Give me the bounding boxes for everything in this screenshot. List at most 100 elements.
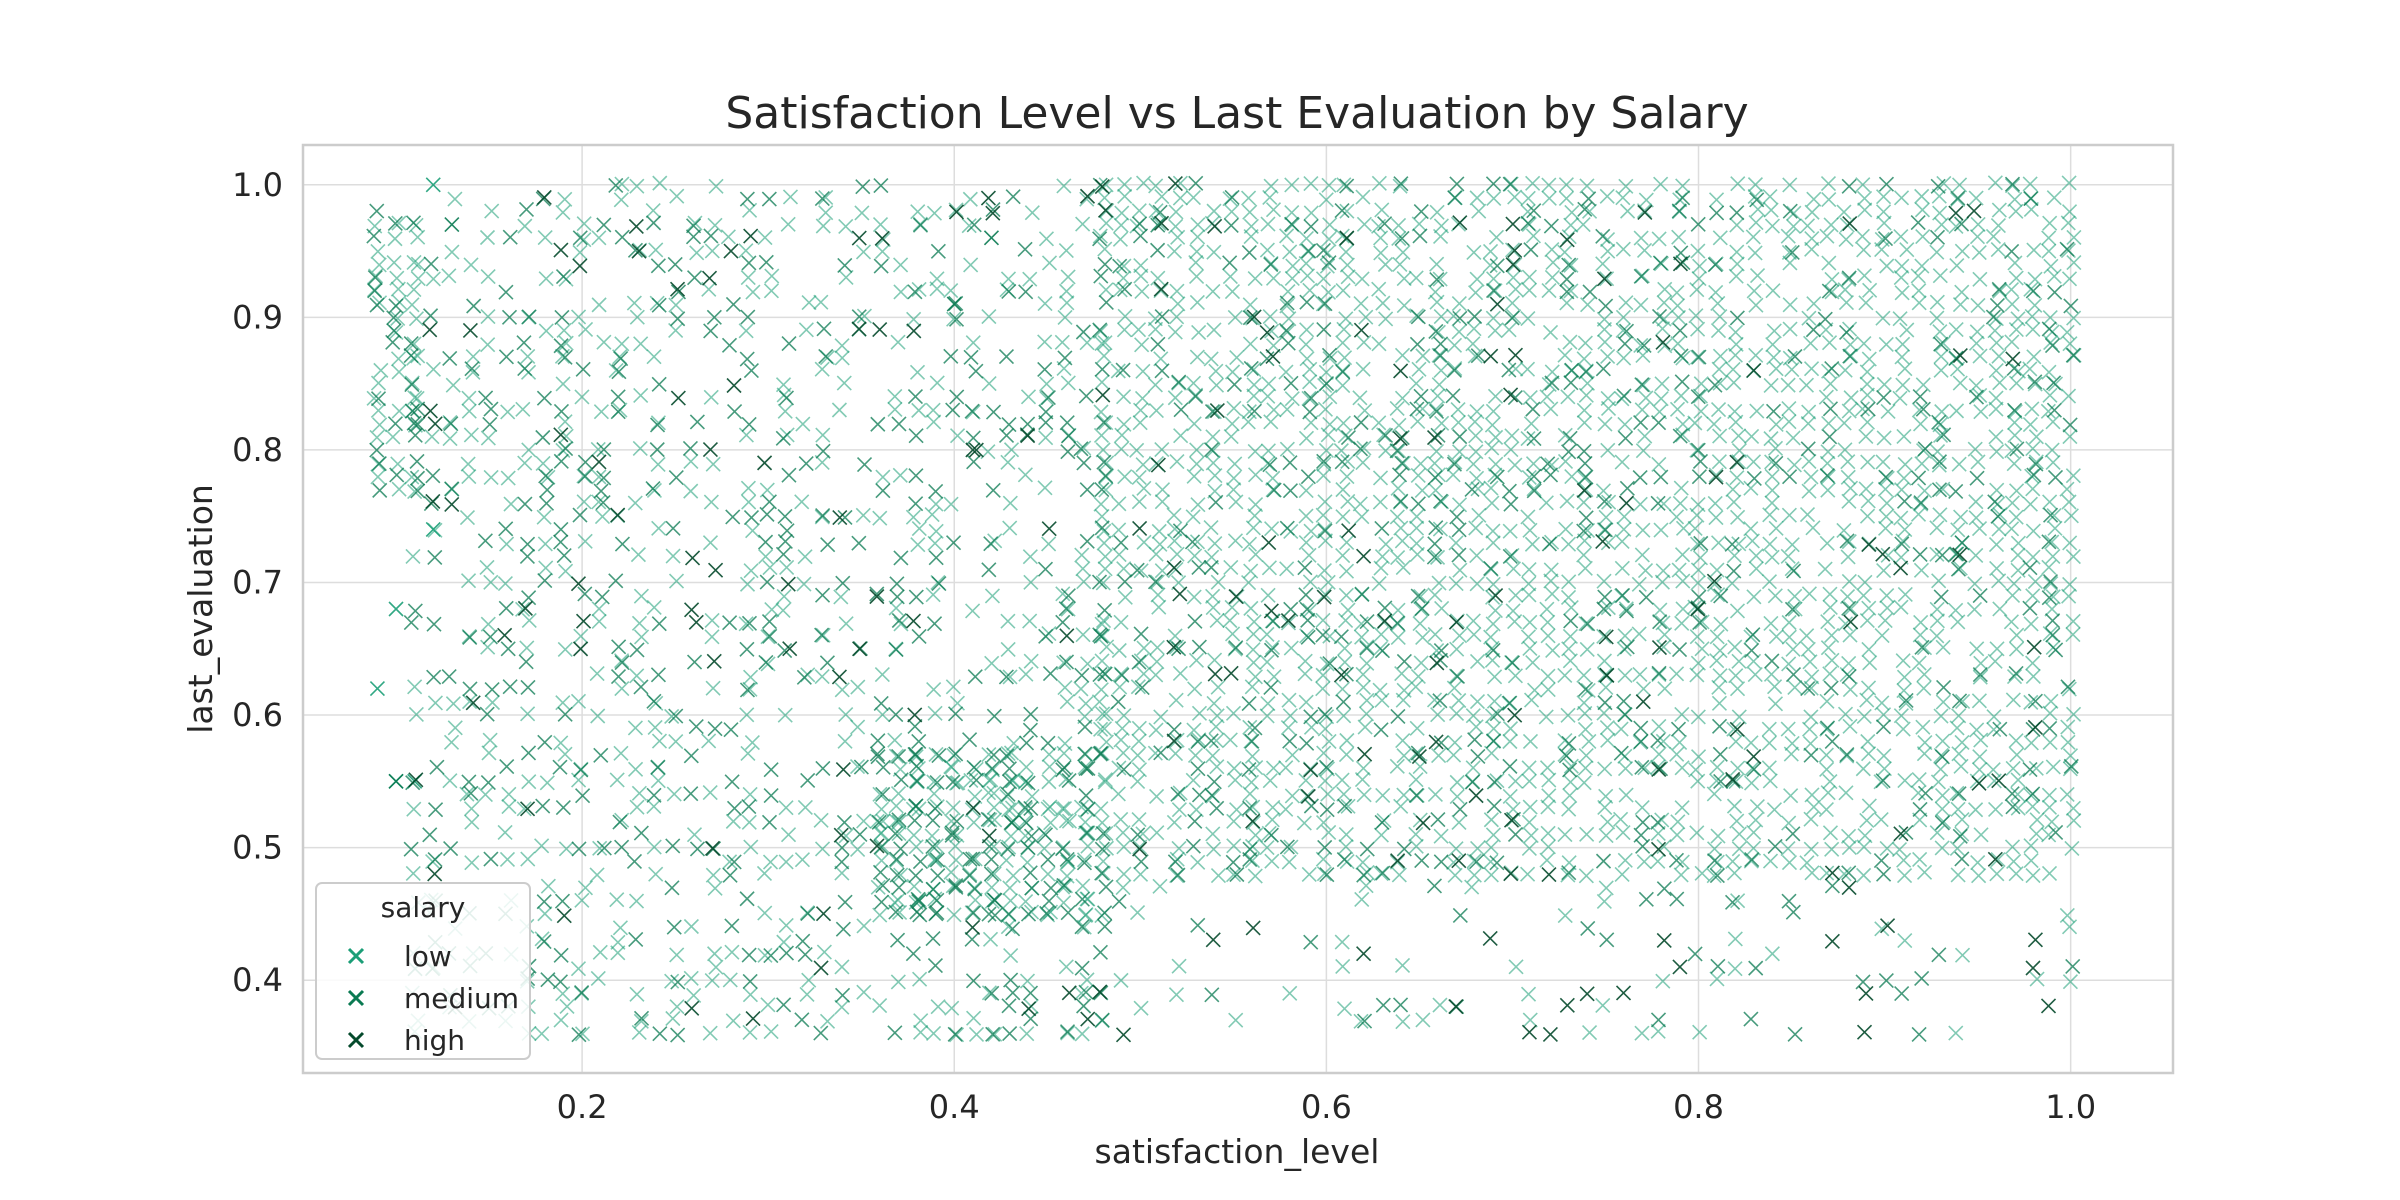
point-low <box>534 1026 550 1042</box>
point-medium <box>1017 241 1033 257</box>
point-medium <box>1170 786 1186 802</box>
point-low <box>1248 467 1264 483</box>
point-medium <box>1725 773 1741 789</box>
point-low <box>1205 826 1221 842</box>
point-low <box>873 801 890 817</box>
point-low <box>1057 735 1073 752</box>
point-low <box>1372 470 1389 486</box>
point-medium <box>483 401 499 417</box>
point-low <box>927 535 943 551</box>
point-medium <box>1354 586 1370 603</box>
point-low <box>593 404 609 420</box>
point-medium <box>873 695 889 711</box>
point-low <box>1466 627 1482 643</box>
point-medium <box>686 654 703 670</box>
point-medium <box>1578 364 1594 380</box>
point-low <box>1541 788 1557 804</box>
point-low <box>927 853 943 869</box>
point-high <box>1952 547 1968 563</box>
point-low <box>2041 865 2058 882</box>
point-low <box>2040 403 2056 419</box>
point-low <box>1222 612 1238 629</box>
point-low <box>1992 601 2008 617</box>
point-medium <box>517 496 533 512</box>
point-low <box>1521 561 1537 578</box>
point-medium <box>908 798 924 814</box>
point-low <box>410 256 426 272</box>
point-low <box>1206 652 1223 668</box>
point-low <box>1520 204 1536 220</box>
point-high <box>968 442 984 458</box>
point-low <box>1522 733 1539 750</box>
point-low <box>1781 414 1797 430</box>
point-low <box>1283 640 1299 656</box>
point-low <box>1598 828 1614 844</box>
point-low <box>987 533 1003 549</box>
point-low <box>1520 986 1537 1002</box>
point-low <box>1248 546 1264 563</box>
point-low <box>1208 733 1224 749</box>
point-low <box>1284 747 1300 763</box>
point-low <box>1747 667 1763 683</box>
point-medium <box>1319 867 1335 883</box>
point-low <box>819 1013 836 1029</box>
point-low <box>2025 440 2041 457</box>
point-low <box>705 867 721 883</box>
point-low <box>1839 748 1855 764</box>
point-medium <box>1080 760 1096 777</box>
point-medium <box>999 748 1015 764</box>
point-low <box>1783 788 1799 804</box>
point-low <box>798 322 814 338</box>
point-low <box>1264 812 1280 828</box>
point-low <box>1878 336 1894 352</box>
point-medium <box>1505 811 1522 827</box>
point-medium <box>873 258 889 274</box>
point-low <box>1352 390 1368 406</box>
point-low <box>1526 481 1542 497</box>
point-high <box>1706 573 1722 589</box>
x-tick-label: 0.4 <box>929 1088 980 1126</box>
point-low <box>2023 853 2039 869</box>
point-medium <box>1318 376 1335 392</box>
point-low <box>1355 666 1371 683</box>
point-medium <box>1429 271 1445 288</box>
point-low <box>1557 347 1573 363</box>
point-medium <box>815 760 831 776</box>
point-medium <box>2065 958 2081 974</box>
point-low <box>425 521 441 538</box>
point-low <box>1483 480 1499 496</box>
point-low <box>1226 813 1242 829</box>
point-low <box>1860 493 1876 509</box>
point-low <box>2008 509 2024 525</box>
point-low <box>1748 548 1764 564</box>
point-medium <box>1991 281 2007 297</box>
point-low <box>1298 534 1314 551</box>
point-medium <box>1223 217 1239 234</box>
point-low <box>665 1010 681 1027</box>
point-low <box>1057 309 1073 326</box>
point-low <box>1358 706 1375 722</box>
point-low <box>521 442 537 458</box>
point-medium <box>1561 865 1577 881</box>
point-low <box>1580 682 1596 699</box>
point-low <box>2007 255 2023 271</box>
point-low <box>1638 390 1654 406</box>
point-low <box>1985 762 2001 778</box>
point-low <box>1054 334 1070 350</box>
point-low <box>1600 442 1616 458</box>
point-medium <box>1432 693 1448 709</box>
point-medium <box>1618 323 1635 339</box>
point-low <box>1317 401 1333 417</box>
point-low <box>1973 732 1989 748</box>
point-low <box>460 456 476 472</box>
point-medium <box>837 894 853 910</box>
point-low <box>1279 228 1295 244</box>
point-low <box>664 708 680 725</box>
point-medium <box>763 787 779 804</box>
legend-marker-high <box>347 1031 365 1049</box>
point-low <box>943 496 959 512</box>
point-low <box>815 427 831 443</box>
point-low <box>1318 442 1334 459</box>
point-medium <box>869 586 885 602</box>
point-medium <box>909 773 925 789</box>
